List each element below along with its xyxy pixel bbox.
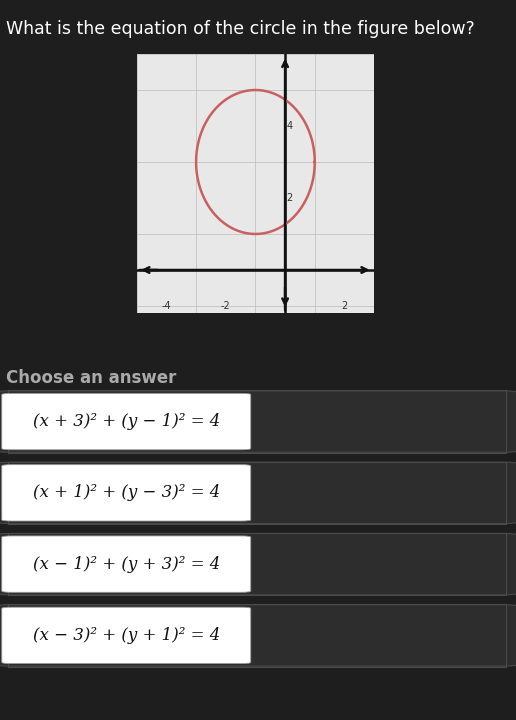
FancyBboxPatch shape — [0, 391, 516, 452]
Text: -4: -4 — [162, 302, 171, 312]
Text: -2: -2 — [221, 302, 231, 312]
Text: What is the equation of the circle in the figure below?: What is the equation of the circle in th… — [6, 20, 475, 38]
FancyBboxPatch shape — [2, 607, 251, 664]
Text: (x − 1)² + (y + 3)² = 4: (x − 1)² + (y + 3)² = 4 — [33, 556, 220, 572]
FancyBboxPatch shape — [2, 393, 251, 450]
Text: Choose an answer: Choose an answer — [6, 369, 176, 387]
FancyBboxPatch shape — [0, 605, 516, 666]
FancyBboxPatch shape — [0, 462, 516, 523]
Text: (x − 3)² + (y + 1)² = 4: (x − 3)² + (y + 1)² = 4 — [33, 627, 220, 644]
FancyBboxPatch shape — [2, 464, 251, 521]
Text: 4: 4 — [286, 121, 293, 131]
FancyBboxPatch shape — [0, 534, 516, 595]
Text: 2: 2 — [286, 193, 293, 203]
Text: 2: 2 — [341, 302, 348, 312]
Text: (x + 1)² + (y − 3)² = 4: (x + 1)² + (y − 3)² = 4 — [33, 485, 220, 501]
FancyBboxPatch shape — [2, 536, 251, 593]
Text: (x + 3)² + (y − 1)² = 4: (x + 3)² + (y − 1)² = 4 — [33, 413, 220, 430]
